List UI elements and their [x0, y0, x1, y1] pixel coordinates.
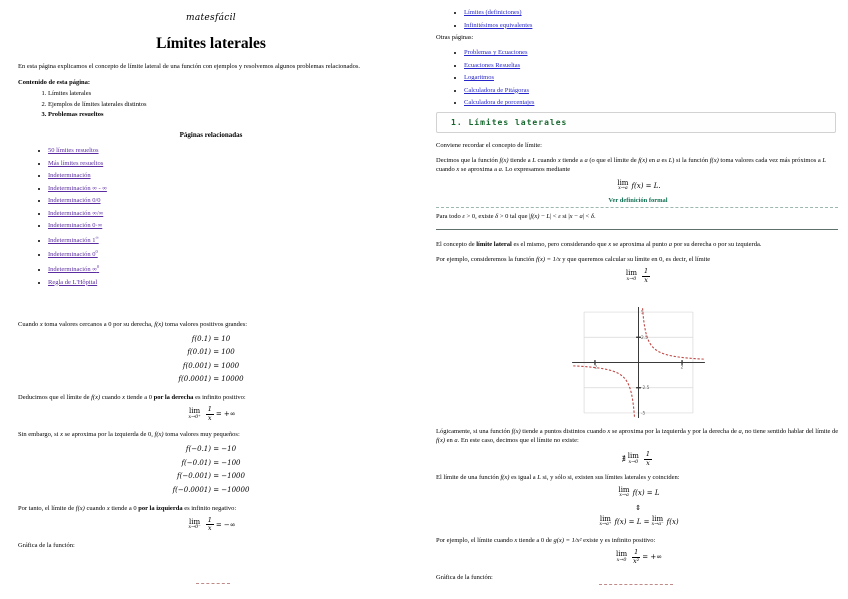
limit-left-formula: lim x→0⁻ 1 x = −∞	[188, 515, 236, 533]
related-link[interactable]: Límites (definiciones)	[464, 9, 522, 16]
value-line: f(−0.001) = −1000	[177, 472, 245, 481]
related-link[interactable]: Más límites resueltos	[48, 159, 104, 167]
limit-right-formula: lim x→0⁺ 1 x = +∞	[188, 405, 236, 422]
dashed-separator	[436, 207, 838, 209]
related-link[interactable]: Infinitésimos equivalentes	[464, 21, 533, 29]
function-values-right: f(0.1) = 10 f(0.01) = 100 f(0.001) = 1000 f…	[18, 335, 404, 384]
paragraph-example-1x: Por ejemplo, consideremos la función f(x…	[436, 256, 711, 264]
other-page-item: Ecuaciones Resueltas	[464, 62, 840, 69]
value-line: f(0.001) = 1000	[182, 361, 240, 370]
value-line: f(−0.1) = −10	[185, 445, 237, 454]
paragraph-conviene: Conviene recordar el concepto de límite:	[436, 141, 542, 149]
related-link-item: Indeterminación ∞/∞	[48, 210, 404, 217]
function-graph: 52.5-2.5-5-2 2	[571, 307, 705, 419]
toc-item: Problemas resueltos	[48, 111, 404, 118]
page-2: Límites (definiciones) Infinitésimos equi…	[424, 0, 848, 599]
other-page-item: Calculadora de Pitágoras	[464, 87, 840, 94]
paragraph-lateral-concept: El concepto de límite lateral es el mism…	[436, 241, 762, 249]
paragraph-limit-definition: Decimos que la función f(x) tiende a L c…	[436, 156, 827, 173]
other-page-item: Calculadora de porcentajes	[464, 99, 840, 106]
graph-caption: Gráfica de la función:	[18, 541, 75, 549]
related-link-item: Límites (definiciones)	[464, 9, 840, 16]
other-pages-heading: Otras páginas:	[436, 34, 474, 41]
paragraph-right-approach: Cuando x toma valores cercanos a 0 por s…	[18, 320, 248, 328]
related-link-item: Más límites resueltos	[48, 160, 404, 167]
value-line: f(0.1) = 10	[191, 334, 231, 343]
paragraph-example-1x2: Por ejemplo, el límite cuando x tiende a…	[436, 537, 656, 545]
table-of-contents: Límites laterales Ejemplos de límites lat…	[48, 90, 404, 118]
paragraph-deduce: Deducimos que el límite de f(x) cuando x…	[18, 394, 246, 402]
related-link-item: Indeterminación ∞ - ∞	[48, 185, 404, 192]
paragraph-logicamente: Lógicamente, si una función f(x) tiende …	[436, 428, 839, 445]
related-link-item: Indeterminación ∞0	[48, 264, 404, 273]
paragraph-portanto: Por tanto, el límite de f(x) cuando x ti…	[18, 504, 237, 512]
cutoff-graph-hint	[599, 584, 673, 585]
related-link[interactable]: Indeterminación 0/0	[48, 197, 101, 205]
svg-text:2.5: 2.5	[641, 335, 648, 341]
function-values-left: f(−0.1) = −10 f(−0.01) = −100 f(−0.001) = …	[18, 445, 404, 494]
related-link-item: Indeterminación 0·∞	[48, 222, 404, 229]
limit-eq2-formula: lim x→a⁺ f(x) = L = lim x→a⁻ f(x)	[599, 514, 679, 528]
related-link[interactable]: Indeterminación 00	[48, 249, 98, 259]
related-link[interactable]: Indeterminación 0·∞	[48, 222, 103, 230]
related-link[interactable]: Indeterminación ∞/∞	[48, 209, 104, 217]
paragraph-iff: El límite de una función f(x) es igual a…	[436, 474, 680, 482]
svg-text:-2.5: -2.5	[641, 386, 650, 392]
related-links-continued: Límites (definiciones) Infinitésimos equi…	[464, 9, 840, 29]
related-pages-heading: Páginas relacionadas	[179, 131, 243, 140]
contents-heading: Contenido de esta página:	[18, 79, 91, 87]
toc-item: Ejemplos de límites laterales distintos	[48, 101, 404, 108]
epsilon-delta-line: Para todo ε > 0, existe δ > 0 tal que |f…	[436, 213, 596, 221]
toc-item: Límites laterales	[48, 90, 404, 97]
value-line: f(0.01) = 100	[187, 348, 235, 357]
other-page-link[interactable]: Ecuaciones Resueltas	[464, 61, 521, 69]
related-link[interactable]: Indeterminación ∞ - ∞	[48, 184, 107, 192]
other-page-link[interactable]: Logaritmos	[464, 74, 494, 81]
page-title: Límites laterales	[156, 35, 266, 52]
figure-wrap: 5 2.5 -2.5 -5 -2 2	[436, 306, 840, 419]
other-page-item: Problemas y Ecuaciones	[464, 49, 840, 56]
related-link[interactable]: Indeterminación	[48, 172, 91, 180]
related-link-item: Indeterminación 1∞	[48, 235, 404, 244]
limit-eq1-formula: lim x→a f(x) = L	[618, 485, 660, 499]
other-page-link[interactable]: Calculadora de Pitágoras	[464, 86, 529, 94]
site-logo: matesfácil	[186, 13, 236, 23]
related-link-item: Indeterminación 0/0	[48, 197, 404, 204]
page-1: matesfácil Límites laterales En esta pág…	[0, 0, 424, 599]
svg-text:2: 2	[680, 365, 683, 371]
value-line: f(−0.01) = −100	[181, 458, 241, 467]
related-link[interactable]: Regla de L'Hôpital	[48, 278, 98, 286]
other-page-link[interactable]: Problemas y Ecuaciones	[464, 49, 528, 56]
other-page-link[interactable]: Calculadora de porcentajes	[464, 99, 535, 106]
equivalence-arrow: ⇕	[635, 503, 641, 512]
value-line: f(0.0001) = 10000	[178, 375, 244, 384]
limit-1x2-formula: lim x→0 1 x² = +∞	[615, 548, 663, 565]
related-links-list: 50 límites resueltos Más límites resuelto…	[48, 147, 404, 285]
related-link[interactable]: Indeterminación ∞0	[48, 263, 100, 274]
svg-text:-5: -5	[641, 411, 646, 417]
related-link-item: Infinitésimos equivalentes	[464, 22, 840, 29]
related-link-item: Indeterminación 00	[48, 249, 404, 258]
related-link[interactable]: 50 límites resueltos	[48, 147, 99, 155]
other-page-item: Logaritmos	[464, 74, 840, 81]
cutoff-graph-hint	[196, 583, 230, 584]
paragraph-left-approach: Sin embargo, si x se aproxima por la izq…	[18, 431, 240, 439]
section-heading: 1. Límites laterales	[436, 111, 836, 133]
graph-caption-2: Gráfica de la función:	[436, 574, 493, 582]
related-link-item: Indeterminación	[48, 172, 404, 179]
solid-separator	[436, 229, 838, 231]
related-link[interactable]: Indeterminación 1∞	[48, 234, 99, 244]
limit-1x-formula: lim x→0 1 x	[625, 267, 651, 284]
limit-not-exists-formula: ∄ lim x→0 1 x	[621, 450, 653, 467]
limit-definition-formula: lim x→a f(x) = L.	[617, 178, 661, 192]
formal-definition-toggle[interactable]: Ver definición formal	[608, 197, 668, 205]
related-link-item: 50 límites resueltos	[48, 147, 404, 154]
other-pages-list: Problemas y Ecuaciones Ecuaciones Resuelt…	[464, 49, 840, 106]
intro-paragraph: En esta página explicamos el concepto de…	[18, 63, 361, 70]
related-link-item: Regla de L'Hôpital	[48, 279, 404, 286]
value-line: f(−0.0001) = −10000	[172, 485, 250, 494]
